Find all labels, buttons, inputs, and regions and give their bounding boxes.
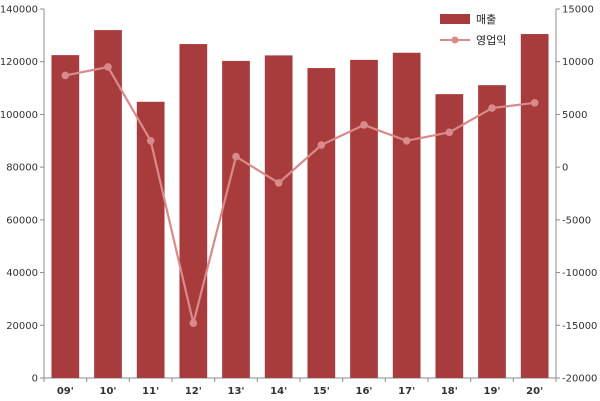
sales-bar bbox=[136, 101, 165, 378]
x-tick-label: 10' bbox=[100, 386, 117, 397]
x-axis: 09' 10' 11' 12' 13' 14' 15' 16' 17' 18' 19' 20' bbox=[43, 378, 557, 397]
profit-point bbox=[488, 104, 496, 112]
left-tick-label: 60000 bbox=[6, 215, 38, 226]
sales-bar bbox=[520, 34, 549, 379]
left-tick-label: 20000 bbox=[6, 321, 38, 332]
legend-label-sales: 매출 bbox=[476, 13, 496, 26]
left-tick-label: 140000 bbox=[0, 5, 38, 16]
right-tick-label: 0 bbox=[562, 163, 568, 174]
left-tick-label: 120000 bbox=[0, 57, 38, 68]
x-tick-label: 19' bbox=[484, 386, 501, 397]
profit-point bbox=[317, 141, 326, 149]
x-tick-label: 18' bbox=[441, 386, 458, 397]
profit-point bbox=[61, 71, 70, 80]
profit-point bbox=[232, 152, 240, 161]
legend-swatch-sales bbox=[440, 14, 470, 24]
profit-point bbox=[530, 99, 539, 107]
sales-bar bbox=[264, 55, 293, 378]
sales-bar bbox=[307, 68, 336, 378]
right-tick-label: 5000 bbox=[562, 110, 587, 121]
profit-point bbox=[189, 319, 198, 327]
x-tick-label: 11' bbox=[142, 386, 159, 397]
sales-bar bbox=[222, 60, 250, 378]
left-tick-label: 100000 bbox=[0, 110, 38, 121]
operating-profit-line bbox=[61, 63, 539, 327]
legend: 매출 영업익 bbox=[440, 13, 506, 47]
right-tick-label: -10000 bbox=[562, 268, 597, 279]
right-tick-label: -15000 bbox=[562, 321, 597, 332]
profit-line-path bbox=[65, 65, 535, 324]
x-tick-label: 16' bbox=[356, 386, 373, 397]
right-tick-label: -20000 bbox=[562, 374, 597, 385]
x-tick-label: 15' bbox=[313, 386, 330, 397]
sales-bar bbox=[94, 30, 122, 378]
x-tick-label: 12' bbox=[185, 386, 202, 397]
profit-point bbox=[445, 128, 454, 137]
sales-bar bbox=[478, 85, 506, 378]
right-tick-label: 10000 bbox=[562, 57, 594, 68]
legend-label-profit: 영업익 bbox=[476, 34, 506, 47]
profit-point bbox=[274, 179, 283, 187]
sales-bar bbox=[350, 59, 378, 378]
profit-point bbox=[104, 63, 112, 71]
sales-bar bbox=[392, 52, 421, 378]
left-tick-label: 80000 bbox=[6, 163, 38, 174]
sales-bar bbox=[51, 55, 80, 378]
legend-swatch-profit-marker bbox=[451, 36, 459, 44]
left-y-axis: 0 20000 40000 60000 80000 100000 120000 140000 bbox=[0, 5, 44, 385]
sales-bar bbox=[435, 94, 464, 378]
x-tick-label: 20' bbox=[526, 386, 543, 397]
right-y-axis: -20000 -15000 -10000 -5000 0 5000 10000 15000 bbox=[556, 5, 597, 385]
profit-point bbox=[360, 121, 368, 129]
right-tick-label: 15000 bbox=[562, 5, 594, 16]
x-tick-label: 09' bbox=[57, 386, 74, 397]
x-tick-label: 13' bbox=[228, 386, 245, 397]
x-tick-label: 14' bbox=[270, 386, 287, 397]
right-tick-label: -5000 bbox=[562, 215, 591, 226]
profit-point bbox=[146, 136, 155, 145]
sales-bar bbox=[179, 44, 208, 379]
profit-point bbox=[402, 136, 411, 145]
x-tick-label: 17' bbox=[398, 386, 415, 397]
left-tick-label: 40000 bbox=[6, 268, 38, 279]
sales-bars bbox=[51, 30, 549, 379]
left-tick-label: 0 bbox=[32, 374, 38, 385]
